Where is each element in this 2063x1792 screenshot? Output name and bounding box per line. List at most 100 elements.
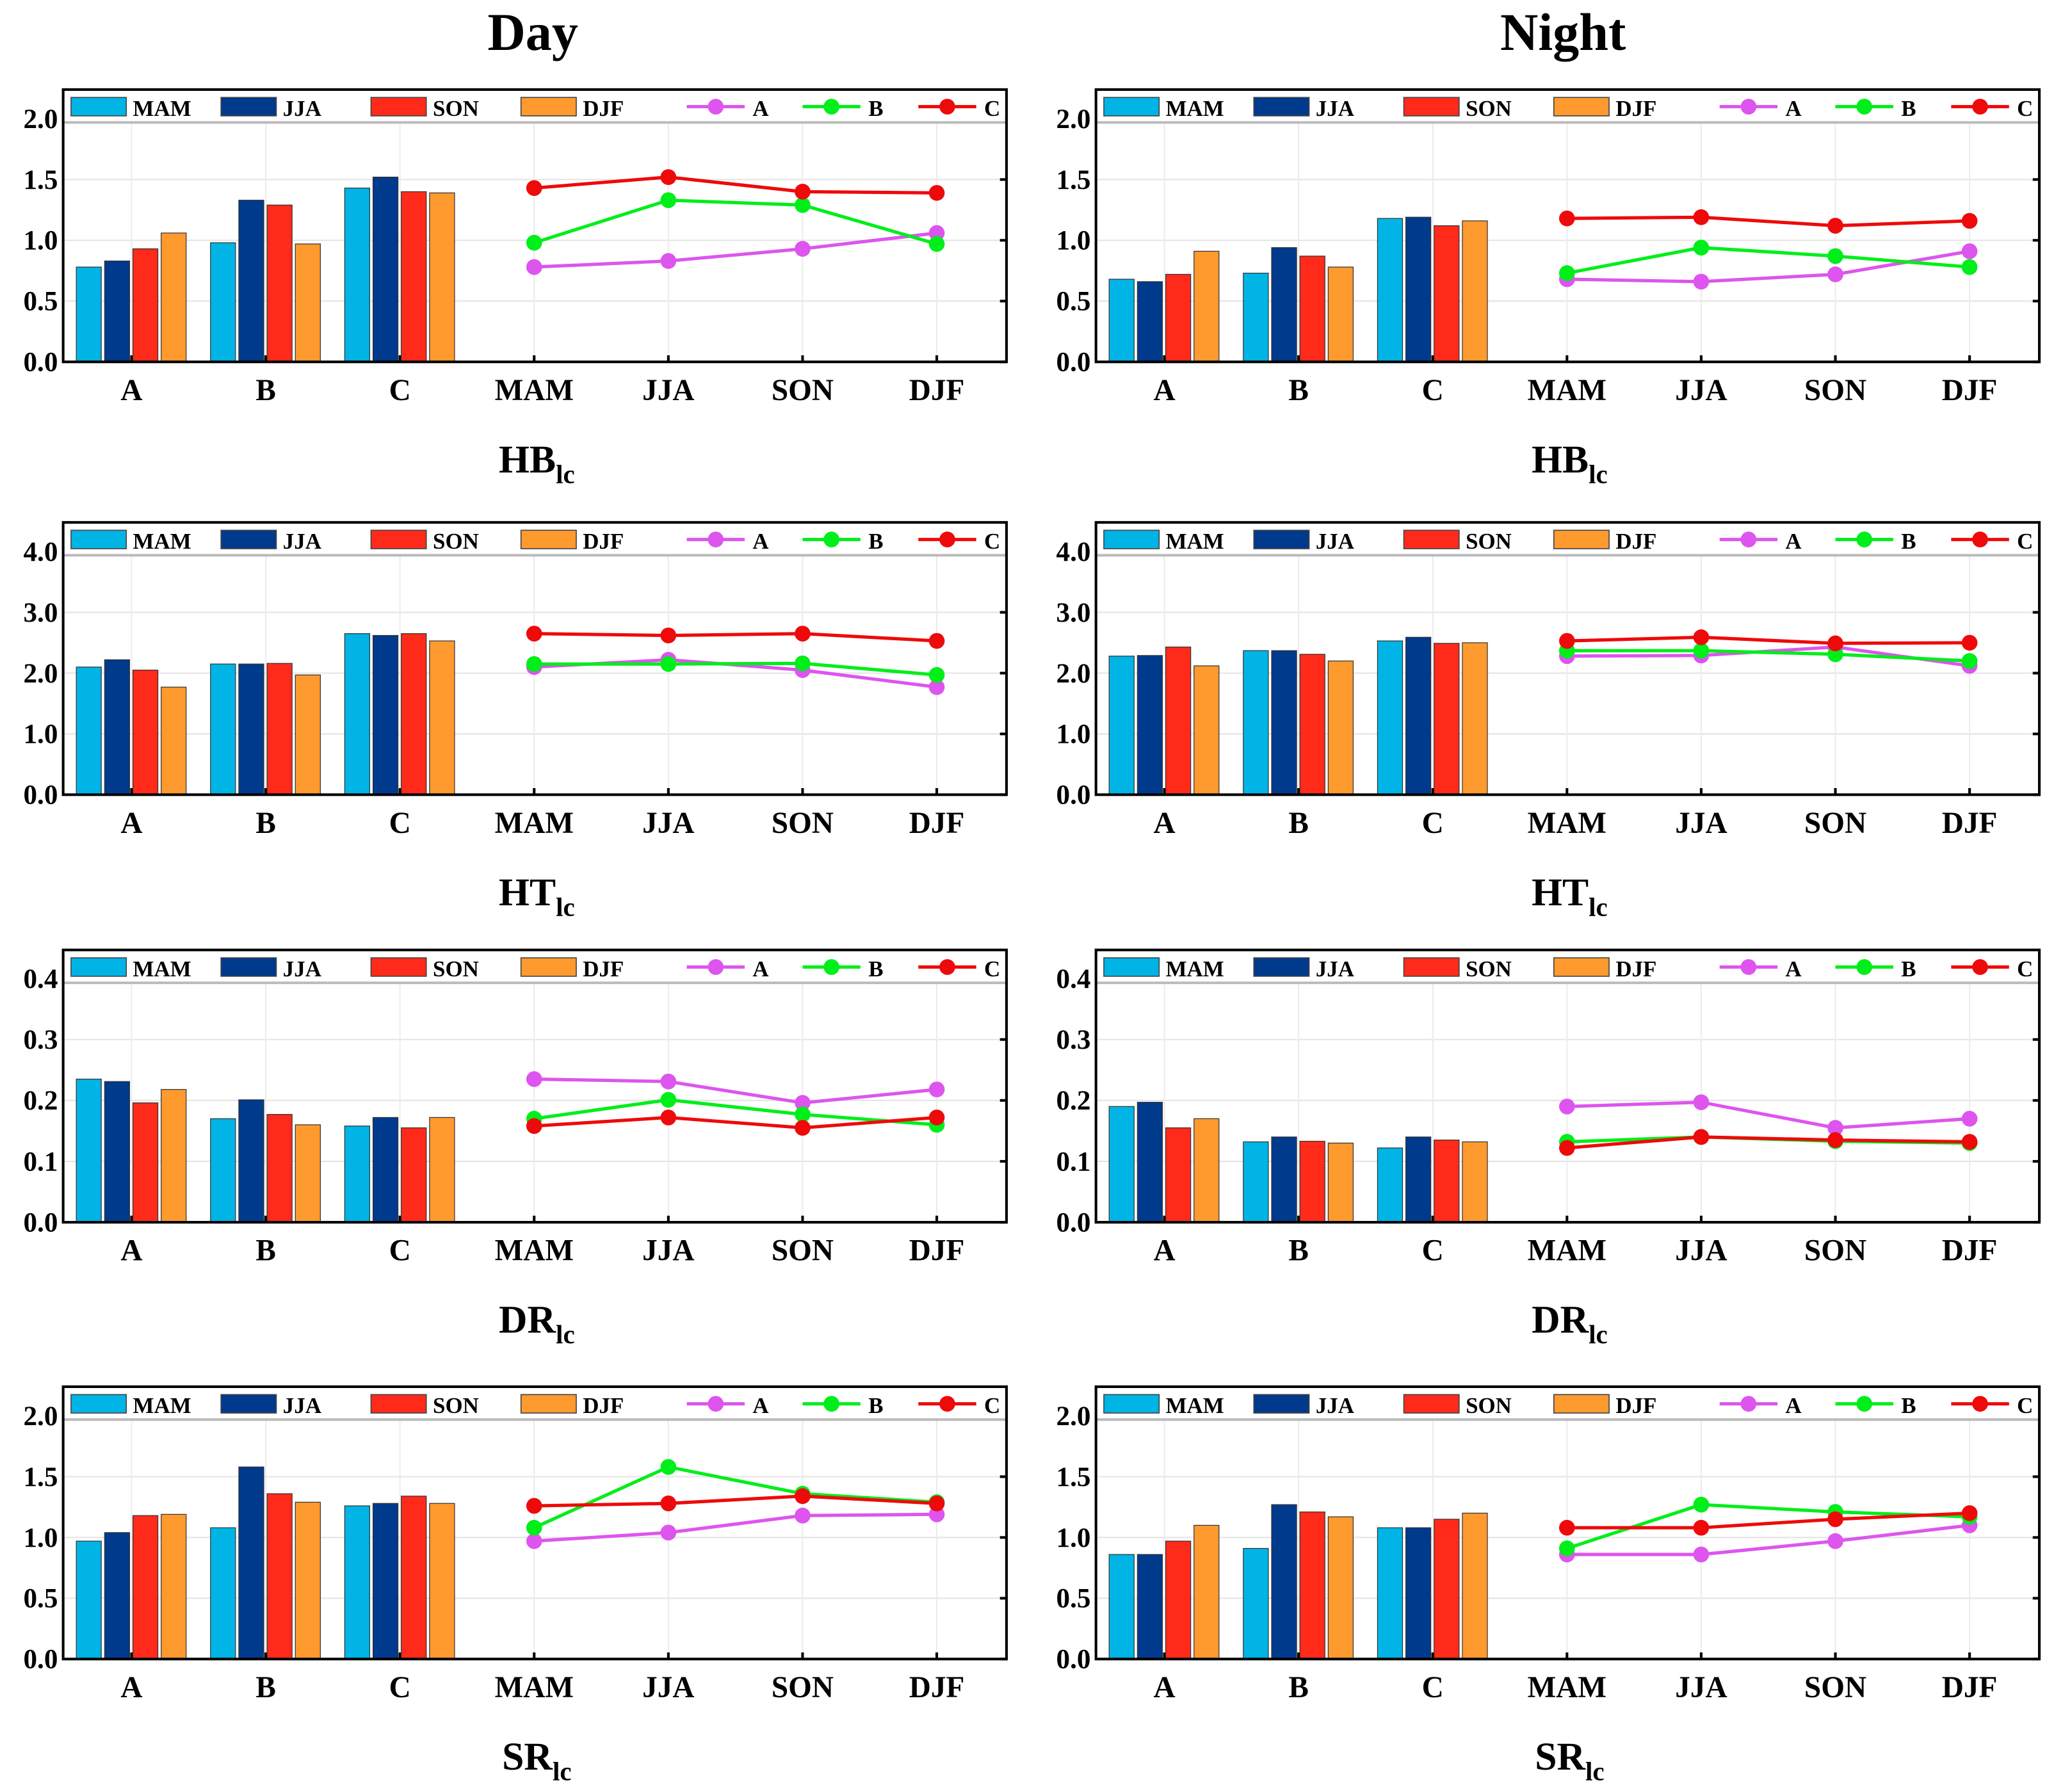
bar-C-JJA	[1405, 216, 1432, 362]
y-tick-label: 1.5	[1056, 1462, 1091, 1492]
bar-C-SON	[401, 1496, 427, 1659]
legend-swatch-SON	[1403, 529, 1460, 549]
bar-B-DJF	[295, 1124, 321, 1223]
legend-swatch-SON	[1403, 1394, 1460, 1414]
y-tick-label: 0.3	[1056, 1025, 1091, 1055]
legend-label-B: B	[868, 957, 883, 981]
legend-label-DJF: DJF	[583, 957, 624, 981]
y-tick-label: 1.0	[1056, 720, 1091, 750]
bar-B-DJF	[1327, 266, 1354, 362]
panel-day-sr: 0.0 0.5 1.0 1.5 2.0 A B C MAM JJA SON DJF MAM JJA SON D…	[23, 1385, 1008, 1786]
point-A-JJA	[1693, 273, 1710, 290]
x-tick-label: B	[1288, 1671, 1309, 1704]
legend-label-DJF: DJF	[1615, 1393, 1656, 1418]
bar-B-DJF	[1327, 660, 1354, 795]
x-tick-label: MAM	[1528, 807, 1606, 840]
legend-label-SON: SON	[433, 529, 479, 554]
legend-label-A: A	[1785, 529, 1801, 554]
bar-C-JJA	[372, 176, 399, 362]
bar-C-MAM	[344, 1126, 371, 1223]
legend-label-DJF: DJF	[1615, 529, 1656, 554]
point-B-JJA	[660, 1458, 677, 1475]
point-A-JJA	[660, 1073, 677, 1090]
x-tick-label: DJF	[1942, 1671, 1998, 1704]
x-tick-label: JJA	[642, 807, 694, 840]
legend-swatch-DJF	[520, 1394, 577, 1414]
metric-name: SR	[502, 1735, 553, 1779]
x-tick-label: A	[120, 374, 142, 407]
legend-swatch-JJA	[220, 529, 277, 549]
point-A-DJF	[1961, 243, 1978, 259]
x-tick-label: A	[1153, 1671, 1175, 1704]
line-series-B	[533, 1098, 937, 1127]
legend-label-MAM: MAM	[133, 1393, 191, 1418]
point-C-DJF	[1961, 1134, 1978, 1150]
x-tick-label: JJA	[1675, 807, 1727, 840]
legend-swatch-JJA	[1253, 957, 1310, 977]
bar-A-JJA	[104, 1081, 131, 1223]
x-tick-label: SON	[772, 374, 834, 407]
point-C-SON	[795, 1120, 811, 1136]
legend-marker-B	[1856, 1396, 1873, 1412]
panel-day-hb: 0.0 0.5 1.0 1.5 2.0 A B C MAM JJA SON DJF MAM JJA SON D…	[23, 88, 1008, 488]
panel-label: HBlc	[499, 438, 575, 488]
legend-marker-A	[708, 531, 724, 547]
point-C-JJA	[660, 627, 677, 643]
panel-night-hb: 0.0 0.5 1.0 1.5 2.0 A B C MAM JJA SON DJF MAM JJA SON D…	[1056, 88, 2041, 488]
column-title-day: Day	[487, 3, 578, 61]
point-A-DJF	[1961, 1111, 1978, 1127]
x-tick-label: DJF	[1942, 807, 1998, 840]
x-tick-label: C	[389, 374, 411, 407]
x-tick-label: C	[389, 1234, 411, 1268]
point-B-MAM	[1558, 265, 1575, 281]
point-A-SON	[795, 241, 811, 257]
point-B-JJA	[1693, 642, 1710, 659]
bar-B-MAM	[210, 663, 236, 795]
y-tick-label: 0.0	[23, 780, 58, 811]
legend-label-SON: SON	[1466, 529, 1512, 554]
metric-subscript: lc	[556, 892, 575, 921]
bar-C-SON	[1434, 643, 1460, 795]
legend-swatch-MAM	[1103, 529, 1160, 549]
plot-frame	[61, 948, 1008, 1224]
bar-C-JJA	[372, 634, 399, 795]
y-tick-label: 0.0	[1056, 1207, 1091, 1238]
panel-night-sr: 0.0 0.5 1.0 1.5 2.0 A B C MAM JJA SON DJF MAM JJA SON D…	[1056, 1385, 2041, 1786]
y-tick-label: 1.0	[1056, 226, 1091, 256]
x-tick-label: SON	[1804, 1234, 1866, 1268]
x-tick-label: MAM	[495, 1234, 574, 1268]
metric-subscript: lc	[553, 1756, 572, 1786]
metric-name: HB	[499, 438, 556, 481]
bar-A-SON	[1165, 273, 1192, 362]
x-tick-label: JJA	[1675, 374, 1727, 407]
legend-label-DJF: DJF	[1615, 96, 1656, 121]
legend-label-DJF: DJF	[583, 1393, 624, 1418]
x-tick-label: A	[120, 1234, 142, 1268]
y-tick-label: 0.0	[23, 1207, 58, 1238]
line-series-C	[1567, 1511, 1970, 1530]
metric-name: DR	[499, 1298, 557, 1342]
metric-subscript: lc	[556, 459, 575, 488]
bar-A-MAM	[1108, 278, 1135, 362]
bar-A-SON	[1165, 1127, 1192, 1223]
x-tick-label: SON	[772, 1234, 834, 1268]
point-A-MAM	[526, 259, 542, 275]
bar-B-SON	[266, 1493, 293, 1659]
bar-A-SON	[132, 1102, 159, 1223]
legend-label-B: B	[1901, 96, 1916, 121]
y-tick-label: 1.5	[1056, 165, 1091, 195]
panel-label: SRlc	[1535, 1735, 1604, 1786]
legend-swatch-SON	[1403, 97, 1460, 117]
point-B-JJA	[1693, 239, 1710, 256]
plot-frame	[61, 521, 1008, 796]
legend-label-B: B	[1901, 529, 1916, 554]
bar-C-MAM	[1377, 640, 1404, 795]
bar-A-MAM	[1108, 656, 1135, 795]
point-C-SON	[795, 1488, 811, 1505]
bar-B-JJA	[238, 200, 264, 362]
panel-label: HTlc	[499, 871, 575, 921]
x-tick-label: A	[1153, 807, 1175, 840]
bar-A-JJA	[1137, 281, 1163, 362]
bar-C-DJF	[1462, 1512, 1488, 1659]
metric-subscript: lc	[1589, 892, 1608, 921]
